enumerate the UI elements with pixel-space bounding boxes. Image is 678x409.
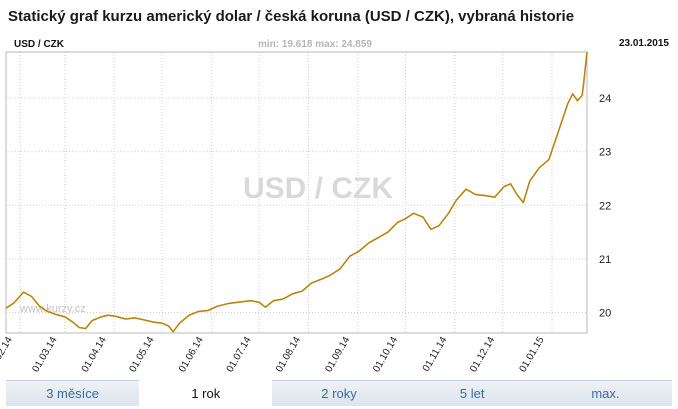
x-tick-label: 01.01.15 bbox=[518, 335, 547, 375]
y-tick-label: 20 bbox=[599, 308, 611, 320]
tab-max[interactable]: max. bbox=[538, 380, 673, 406]
x-tick-label: 01.03.14 bbox=[30, 335, 59, 375]
x-tick-label: 01.11.14 bbox=[421, 335, 450, 374]
y-tick-label: 21 bbox=[599, 254, 611, 266]
x-tick-label: 01.08.14 bbox=[274, 335, 303, 375]
y-tick-label: 23 bbox=[599, 147, 611, 159]
tab-2-years[interactable]: 2 roky bbox=[272, 380, 406, 406]
x-tick-label: 01.04.14 bbox=[80, 335, 109, 375]
last-date-label: 23.01.2015 bbox=[618, 38, 669, 49]
x-tick-label: 01.07.14 bbox=[225, 335, 254, 375]
tab-3-months[interactable]: 3 měsíce bbox=[6, 380, 140, 406]
tab-1-year[interactable]: 1 rok bbox=[139, 380, 273, 406]
x-tick-label: 01.06.14 bbox=[177, 335, 206, 375]
x-tick-label: 01.09.14 bbox=[323, 335, 352, 375]
y-tick-label: 24 bbox=[599, 93, 611, 105]
x-tick-label: 01.12.14 bbox=[468, 335, 497, 375]
chart-area: USD / CZK www.kurzy.cz 20 21 22 23 24 01.02.… bbox=[0, 51, 611, 375]
y-tick-label: 22 bbox=[599, 200, 611, 212]
tab-5-years[interactable]: 5 let bbox=[405, 380, 539, 406]
y-axis: 20 21 22 23 24 bbox=[599, 93, 611, 319]
x-tick-label: 01.02.14 bbox=[0, 335, 15, 375]
pair-label: USD / CZK bbox=[14, 39, 64, 50]
min-max-readout: min: 19.618 max: 24.859 bbox=[258, 39, 372, 50]
x-tick-label: 01.10.14 bbox=[371, 335, 400, 375]
range-tabs: 3 měsíce 1 rok 2 roky 5 let max. bbox=[6, 380, 673, 406]
chart-title: Statický graf kurzu americký dolar / čes… bbox=[8, 8, 575, 25]
x-axis: 01.02.14 01.03.14 01.04.14 01.05.14 01.06.14… bbox=[0, 335, 547, 375]
watermark-site: www.kurzy.cz bbox=[19, 303, 86, 315]
plot-frame bbox=[5, 51, 588, 334]
series-line bbox=[5, 51, 588, 333]
watermark-pair: USD / CZK bbox=[243, 172, 393, 205]
x-tick-label: 01.05.14 bbox=[128, 335, 157, 375]
